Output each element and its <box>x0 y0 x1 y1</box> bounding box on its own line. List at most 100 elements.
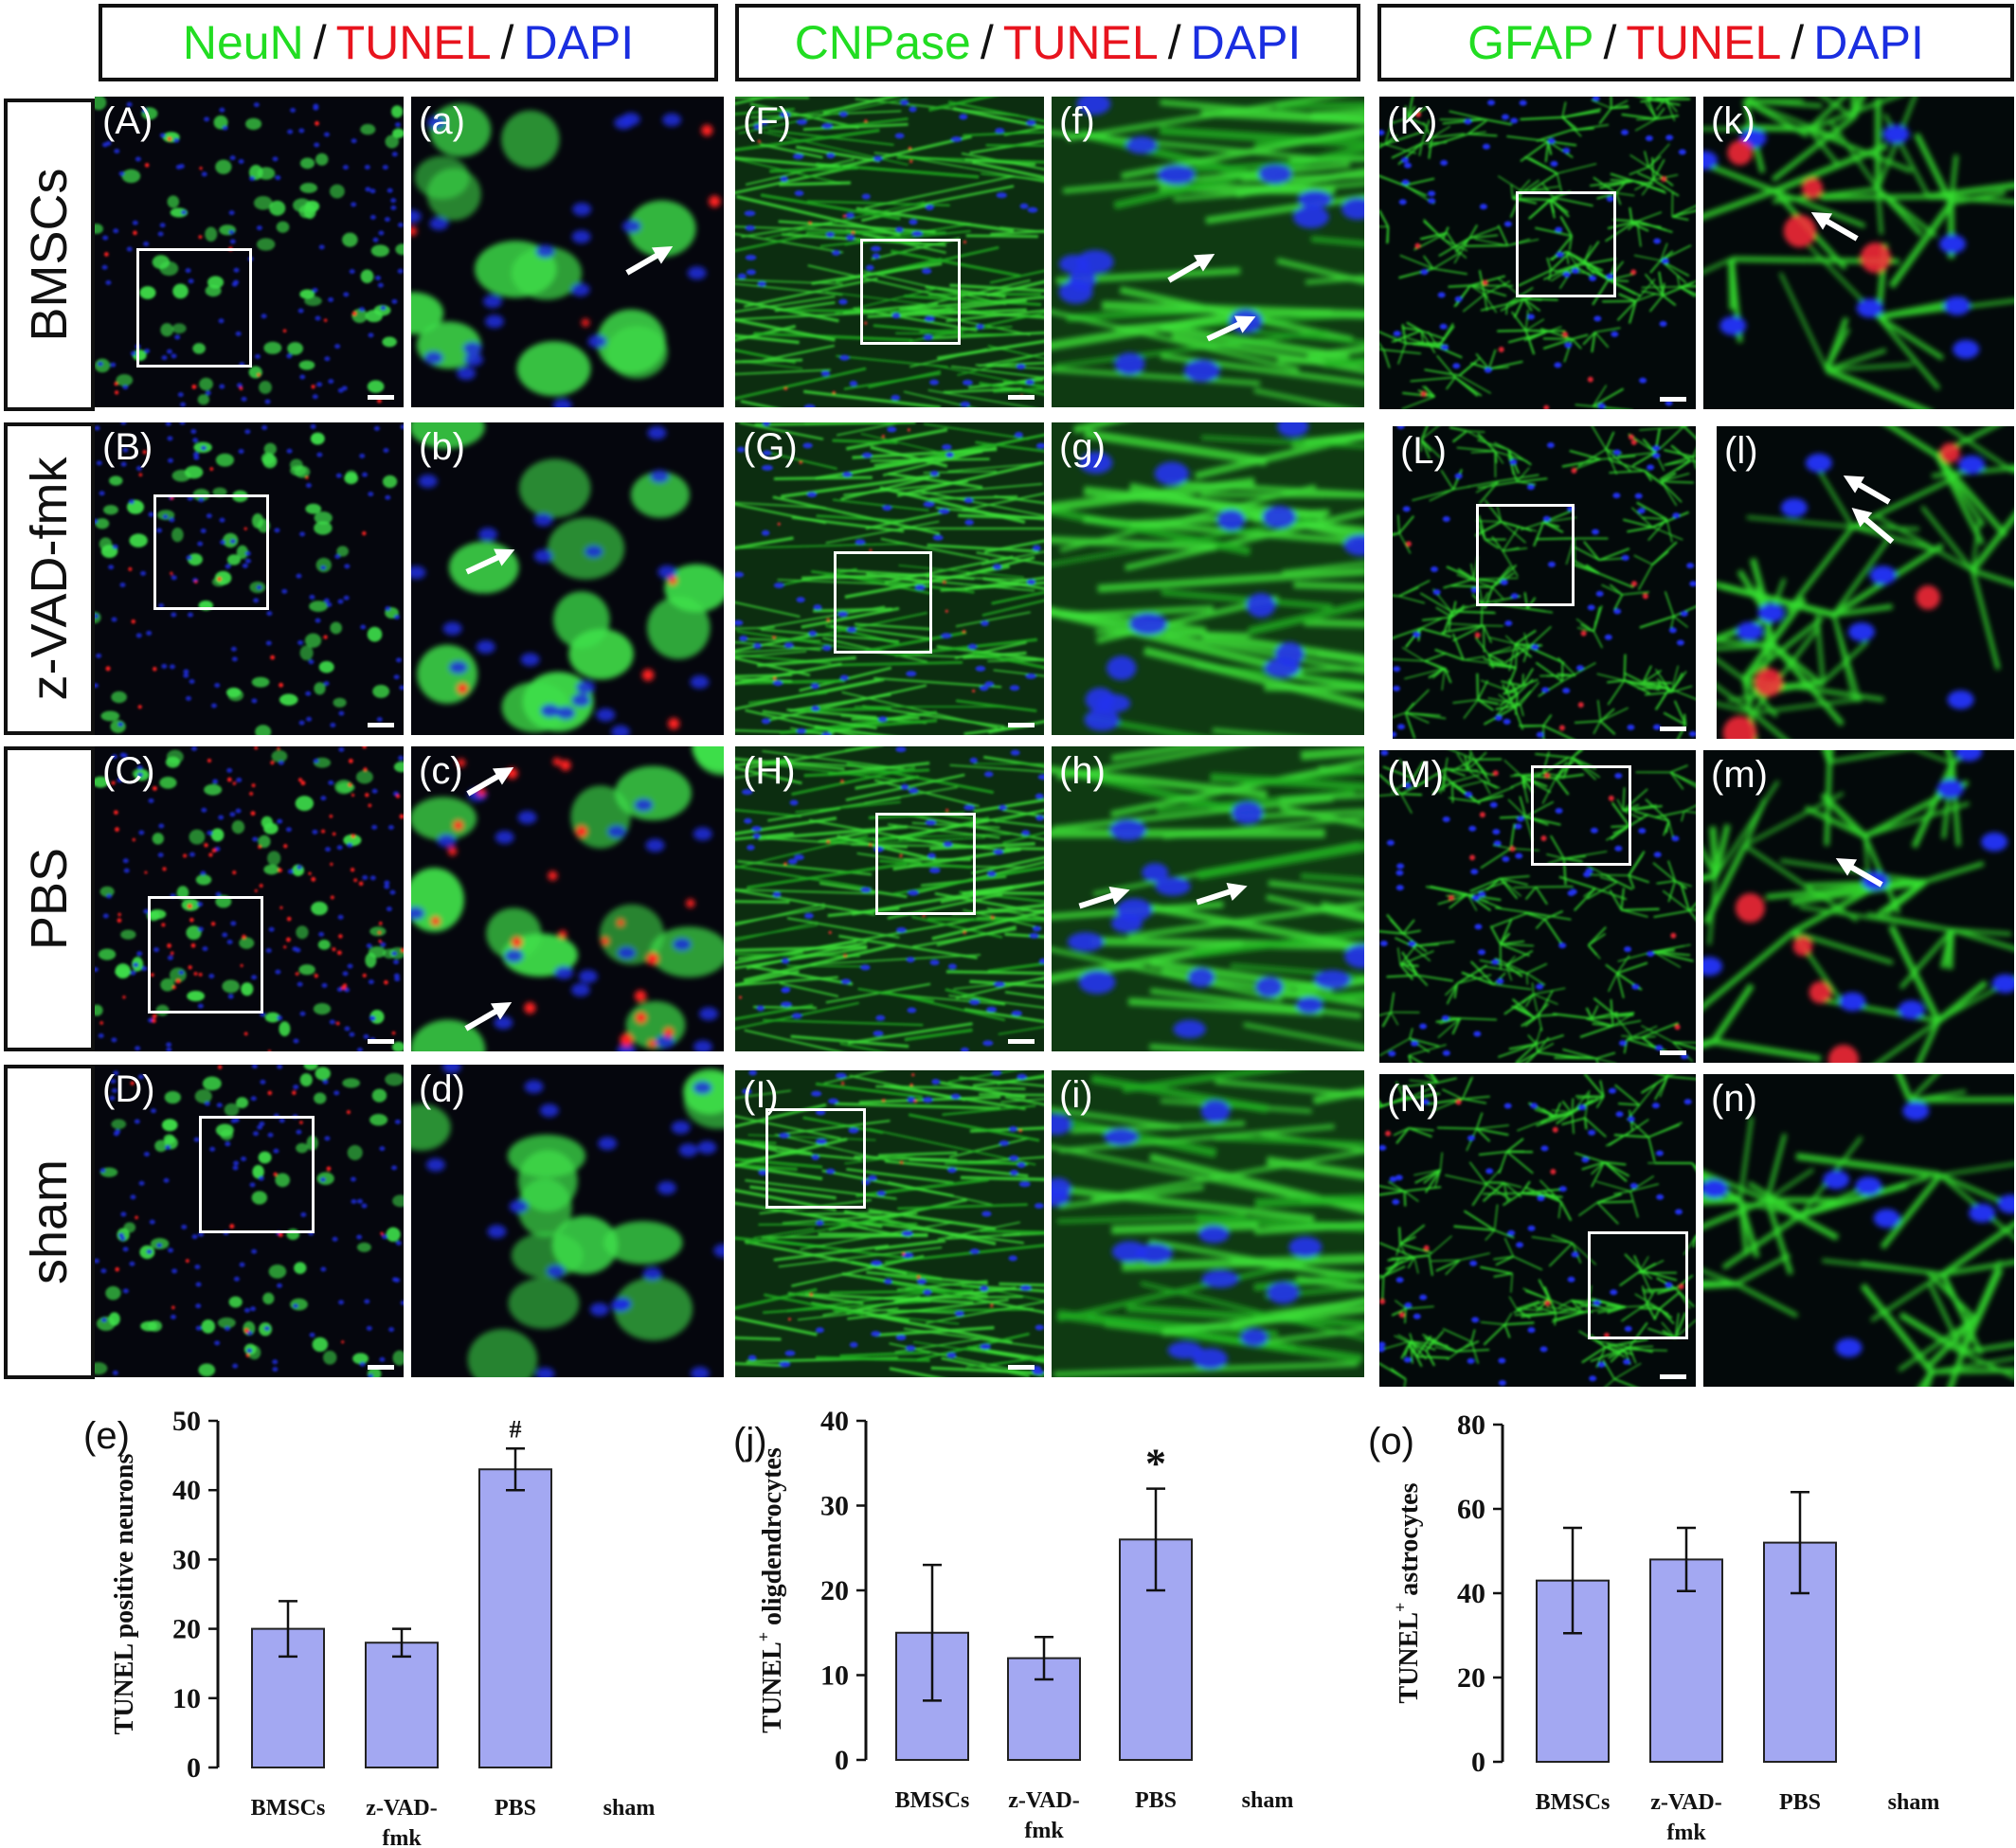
micrograph-panel-B: (B) <box>95 422 404 735</box>
y-axis-label: TUNEL positive neurons <box>110 1454 139 1735</box>
y-tick-label: 30 <box>172 1544 201 1575</box>
panel-label: (l) <box>1724 430 1758 472</box>
y-tick-label: 20 <box>172 1614 201 1645</box>
micrograph-panel-H: (H) <box>735 746 1044 1051</box>
micrograph-texture <box>95 422 404 735</box>
row-label-text: sham <box>21 1158 78 1285</box>
significance-marker: * <box>1145 1441 1166 1487</box>
panel-label: (B) <box>102 426 153 468</box>
row-label-pbs: PBS <box>4 746 95 1051</box>
micrograph-panel-I: (I) <box>735 1070 1044 1377</box>
panel-label: (K) <box>1387 100 1438 142</box>
x-category-label: sham <box>1888 1790 1940 1815</box>
chart-panel-label: (e) <box>83 1415 130 1457</box>
error-bar <box>392 1627 411 1659</box>
zoom-region-box <box>875 813 976 915</box>
panel-label: (n) <box>1711 1078 1757 1120</box>
micrograph-panel-m: (m) <box>1703 750 2014 1063</box>
zoom-region-box <box>153 494 269 610</box>
y-tick-label: 30 <box>820 1491 849 1522</box>
bar <box>478 1468 552 1769</box>
micrograph-texture <box>735 746 1044 1051</box>
panel-label: (k) <box>1711 100 1755 142</box>
x-category-label: z-VAD-fmk <box>366 1796 438 1848</box>
header-separator: / <box>1603 16 1617 69</box>
panel-label: (A) <box>102 100 153 142</box>
header-separator: / <box>1167 16 1181 69</box>
zoom-region-box <box>148 896 263 1014</box>
bar <box>1649 1558 1723 1763</box>
panel-label: (G) <box>743 426 798 468</box>
scale-bar <box>1660 1050 1686 1055</box>
micrograph-panel-G: (G) <box>735 422 1044 735</box>
zoom-region-box <box>1531 765 1631 866</box>
micrograph-texture <box>411 746 724 1051</box>
micrograph-panel-D: (D) <box>95 1065 404 1377</box>
micrograph-texture <box>411 1065 724 1377</box>
header-separator: / <box>1791 16 1805 69</box>
bar-chart-e: (e) 0 10 20 30 40 50 BMSCs z-VAD-fmk # PBS sham TUN… <box>76 1396 720 1848</box>
error-bar <box>923 1563 942 1702</box>
row-label-text: BMSCs <box>21 168 78 342</box>
significance-marker: # <box>510 1415 522 1443</box>
micrograph-texture <box>1703 1074 2014 1387</box>
micrograph-texture <box>1052 1070 1364 1377</box>
micrograph-texture <box>1703 97 2014 409</box>
x-category-label: sham <box>603 1796 656 1821</box>
arrow-icon <box>464 1002 513 1032</box>
micrograph-texture <box>1393 426 1696 739</box>
y-axis-label: TUNEL+ astrocytes <box>1391 1482 1424 1703</box>
micrograph-panel-c: (c) <box>411 746 724 1051</box>
panel-label: (C) <box>102 750 155 792</box>
scale-bar <box>1008 1365 1035 1370</box>
header-separator: / <box>313 16 327 69</box>
header-blue-label: DAPI <box>1813 16 1924 69</box>
error-bar <box>1677 1526 1696 1593</box>
header-green-label: GFAP <box>1467 16 1594 69</box>
y-tick-label: 0 <box>1471 1747 1485 1778</box>
panel-label: (m) <box>1711 754 1768 796</box>
row-label-zvad: z-VAD-fmk <box>4 422 95 735</box>
arrow-icon <box>1835 858 1883 888</box>
header-neun-tunel-dapi: NeuN / TUNEL / DAPI <box>99 4 718 81</box>
micrograph-texture <box>1379 750 1696 1063</box>
header-red-label: TUNEL <box>1626 16 1782 69</box>
error-bar <box>279 1600 297 1659</box>
y-tick-label: 50 <box>172 1406 201 1437</box>
panel-label: (d) <box>419 1068 465 1110</box>
micrograph-texture <box>95 1065 404 1377</box>
micrograph-texture <box>1379 1074 1696 1387</box>
panel-label: (H) <box>743 750 796 792</box>
chart-panel-label: (o) <box>1368 1421 1414 1462</box>
scale-bar <box>1008 723 1035 727</box>
panel-label: (F) <box>743 100 792 142</box>
arrow-icon <box>1078 887 1130 909</box>
panel-label: (g) <box>1059 426 1106 468</box>
arrow-icon <box>1196 883 1248 906</box>
x-category-label: PBS <box>1135 1788 1177 1813</box>
panel-label: (N) <box>1387 1078 1440 1120</box>
micrograph-panel-g: (g) <box>1052 422 1364 735</box>
micrograph-texture <box>735 97 1044 407</box>
scale-bar <box>1660 397 1686 402</box>
arrow-icon <box>1843 475 1891 505</box>
arrow-icon <box>465 548 515 575</box>
y-tick-label: 10 <box>172 1683 201 1714</box>
panel-label: (a) <box>419 100 465 142</box>
zoom-region-box <box>199 1116 315 1233</box>
zoom-region-box <box>1588 1231 1688 1339</box>
row-label-text: z-VAD-fmk <box>21 457 78 701</box>
micrograph-panel-N: (N) <box>1379 1074 1696 1387</box>
micrograph-texture <box>735 1070 1044 1377</box>
scale-bar <box>1008 1039 1035 1044</box>
x-category-label: z-VAD-fmk <box>1650 1790 1722 1845</box>
arrow-icon <box>1206 315 1256 342</box>
micrograph-panel-K: (K) <box>1379 97 1696 409</box>
bar-chart-svg: 0 20 40 60 80 BMSCs z-VAD-fmk PBS sham TUNEL+ ast… <box>1391 1409 1940 1845</box>
zoom-region-box <box>1476 504 1575 606</box>
zoom-region-box <box>834 551 932 654</box>
micrograph-panel-n: (n) <box>1703 1074 2014 1387</box>
micrograph-panel-b: (b) <box>411 422 724 735</box>
micrograph-texture <box>1717 426 2014 739</box>
arrow-icon <box>1810 212 1859 242</box>
